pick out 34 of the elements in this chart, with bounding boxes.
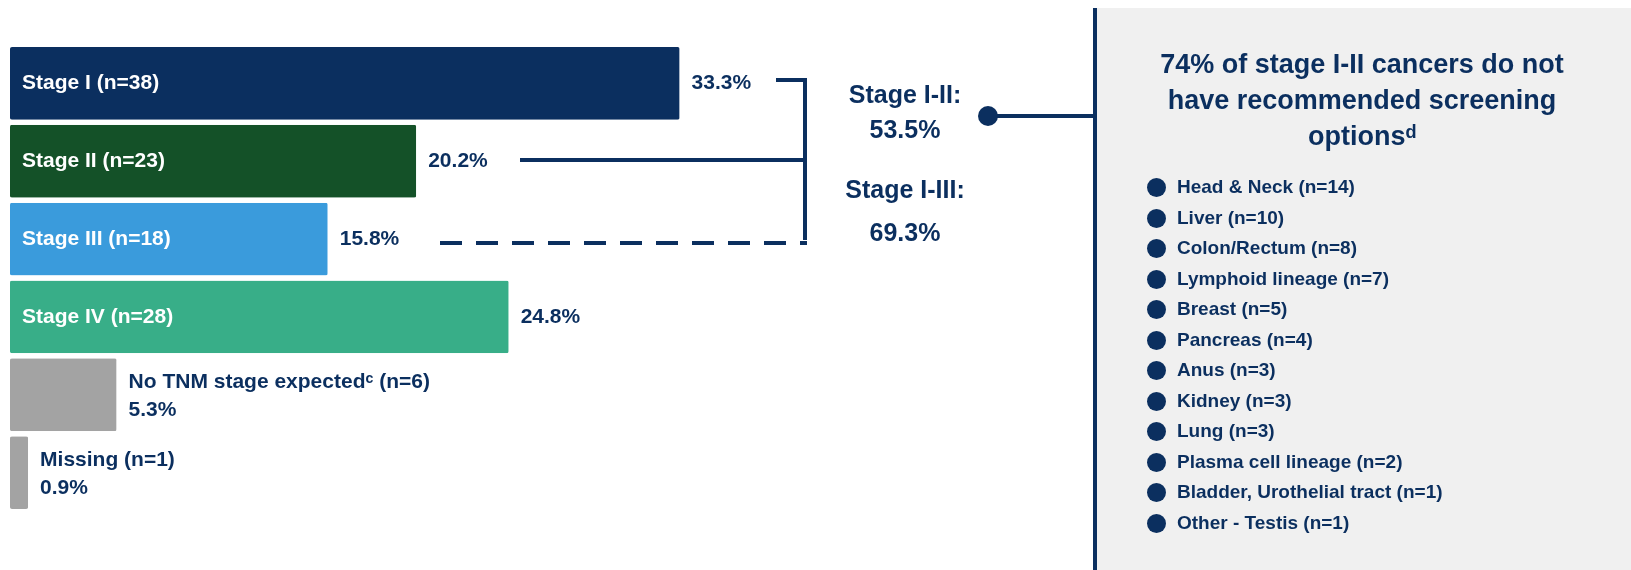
text: Liver (n=10) [1177,206,1285,228]
text: 74% of stage I-II cancers do not have recommended screening optionsᵈ [1159,48,1565,153]
bar [10,358,117,432]
text: Colon/Rectum (n=8) [1177,237,1357,258]
text: Lung (n=3) [1177,420,1275,441]
data-label: 5.3% [128,396,177,420]
text: Kidney (n=3) [1177,389,1292,411]
data-label: 24.8% [520,303,581,327]
text: Plasma cell lineage (n=2) [1177,450,1403,472]
text: Stage I-III: [845,175,965,204]
text: Pancreas (n=4) [1177,328,1313,350]
text: Lymphoid lineage (n=7) [1177,267,1390,289]
text: 69.3% [869,218,941,247]
data-label: 0.9% [40,474,89,498]
text: Other - Testis (n=1) [1177,511,1350,533]
y-tick-label: Stage I (n=38) [22,70,160,94]
data-label: 33.3% [691,70,752,94]
y-tick-label: Stage II (n=23) [22,148,165,172]
y-tick-label: Missing (n=1) [40,446,175,470]
text: Anus (n=3) [1177,359,1276,380]
bar [10,202,328,276]
text: 53.5% [869,115,941,144]
text: Stage I-II: [848,80,962,109]
text: Head & Neck (n=14) [1177,176,1355,197]
data-label: 20.2% [428,148,489,172]
bar [10,436,29,509]
y-tick-label: Stage IV (n=28) [22,303,174,327]
text: Bladder, Urothelial tract (n=1) [1177,481,1443,502]
text: Breast (n=5) [1177,298,1288,319]
bar [10,124,417,198]
y-tick-label: No TNM stage expectedᶜ (n=6) [128,368,431,392]
data-label: 15.8% [339,226,400,250]
bar [10,280,509,354]
y-tick-label: Stage III (n=18) [22,226,171,250]
